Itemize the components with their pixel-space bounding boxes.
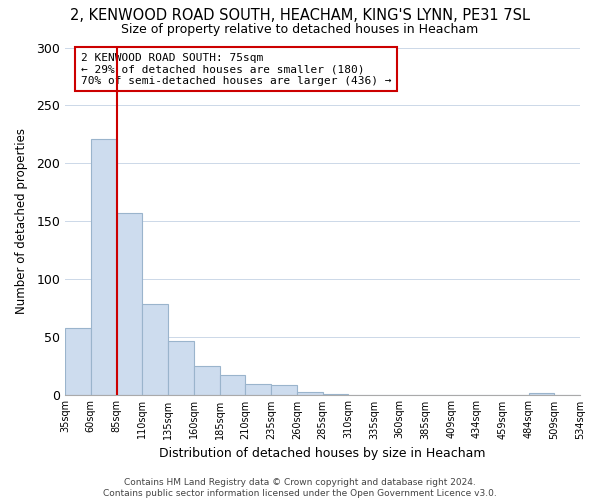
Bar <box>142 304 168 395</box>
Bar <box>297 392 323 395</box>
Bar <box>116 213 142 395</box>
Bar <box>194 366 220 395</box>
Text: Size of property relative to detached houses in Heacham: Size of property relative to detached ho… <box>121 22 479 36</box>
Text: 2, KENWOOD ROAD SOUTH, HEACHAM, KING'S LYNN, PE31 7SL: 2, KENWOOD ROAD SOUTH, HEACHAM, KING'S L… <box>70 8 530 22</box>
Text: Contains HM Land Registry data © Crown copyright and database right 2024.
Contai: Contains HM Land Registry data © Crown c… <box>103 478 497 498</box>
Bar <box>245 384 271 395</box>
Bar <box>220 376 245 395</box>
Bar <box>271 384 297 395</box>
Y-axis label: Number of detached properties: Number of detached properties <box>15 128 28 314</box>
Bar <box>529 393 554 395</box>
Bar <box>65 328 91 395</box>
X-axis label: Distribution of detached houses by size in Heacham: Distribution of detached houses by size … <box>159 447 486 460</box>
Bar <box>323 394 348 395</box>
Bar <box>168 340 194 395</box>
Bar <box>91 139 116 395</box>
Text: 2 KENWOOD ROAD SOUTH: 75sqm
← 29% of detached houses are smaller (180)
70% of se: 2 KENWOOD ROAD SOUTH: 75sqm ← 29% of det… <box>80 52 391 86</box>
